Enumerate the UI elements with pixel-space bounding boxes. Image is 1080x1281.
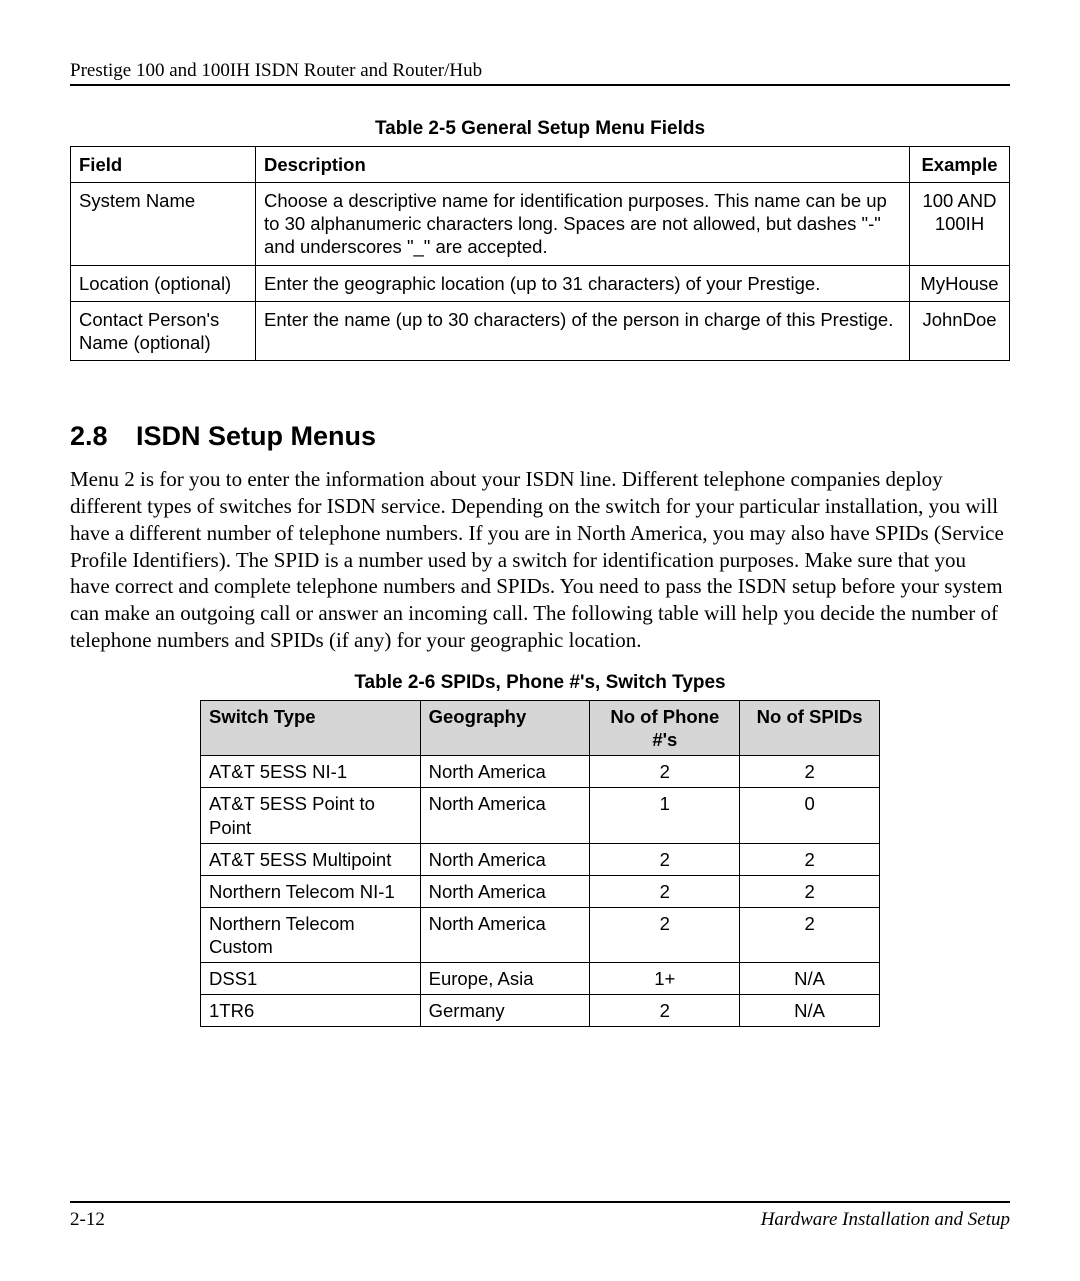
- table-row: Location (optional) Enter the geographic…: [71, 265, 1010, 301]
- page-footer: 2-12 Hardware Installation and Setup: [70, 1201, 1010, 1231]
- cell-phone: 2: [590, 875, 740, 907]
- cell-desc: Enter the geographic location (up to 31 …: [256, 265, 910, 301]
- cell-switch: DSS1: [201, 963, 421, 995]
- cell-field: Contact Person's Name (optional): [71, 301, 256, 360]
- section-heading: 2.8ISDN Setup Menus: [70, 421, 1010, 452]
- cell-example: 100 AND 100IH: [910, 183, 1010, 265]
- cell-switch: AT&T 5ESS Multipoint: [201, 843, 421, 875]
- col-phone: No of Phone #'s: [590, 701, 740, 756]
- cell-desc: Choose a descriptive name for identifica…: [256, 183, 910, 265]
- cell-switch: AT&T 5ESS NI-1: [201, 756, 421, 788]
- cell-example: MyHouse: [910, 265, 1010, 301]
- cell-spid: 0: [740, 788, 880, 843]
- cell-geo: North America: [420, 788, 590, 843]
- cell-field: System Name: [71, 183, 256, 265]
- cell-switch: 1TR6: [201, 995, 421, 1027]
- cell-spid: 2: [740, 756, 880, 788]
- table-header-row: Field Description Example: [71, 147, 1010, 183]
- section-title: ISDN Setup Menus: [136, 421, 376, 451]
- table-row: AT&T 5ESS Multipoint North America 2 2: [201, 843, 880, 875]
- running-head: Prestige 100 and 100IH ISDN Router and R…: [70, 60, 1010, 86]
- page-number: 2-12: [70, 1209, 105, 1231]
- table-row: DSS1 Europe, Asia 1+ N/A: [201, 963, 880, 995]
- cell-phone: 2: [590, 907, 740, 962]
- section-body: Menu 2 is for you to enter the informati…: [70, 466, 1010, 654]
- cell-geo: North America: [420, 907, 590, 962]
- cell-phone: 1: [590, 788, 740, 843]
- table-row: AT&T 5ESS Point to Point North America 1…: [201, 788, 880, 843]
- cell-phone: 1+: [590, 963, 740, 995]
- cell-switch: Northern Telecom Custom: [201, 907, 421, 962]
- cell-geo: Germany: [420, 995, 590, 1027]
- general-setup-table: Field Description Example System Name Ch…: [70, 146, 1010, 361]
- table-row: Northern Telecom Custom North America 2 …: [201, 907, 880, 962]
- page: Prestige 100 and 100IH ISDN Router and R…: [0, 0, 1080, 1281]
- table2-caption: Table 2-6 SPIDs, Phone #'s, Switch Types: [70, 672, 1010, 694]
- col-field: Field: [71, 147, 256, 183]
- cell-geo: Europe, Asia: [420, 963, 590, 995]
- table-row: Contact Person's Name (optional) Enter t…: [71, 301, 1010, 360]
- col-description: Description: [256, 147, 910, 183]
- table-row: Northern Telecom NI-1 North America 2 2: [201, 875, 880, 907]
- cell-geo: North America: [420, 875, 590, 907]
- footer-section: Hardware Installation and Setup: [761, 1209, 1010, 1231]
- cell-switch: AT&T 5ESS Point to Point: [201, 788, 421, 843]
- col-switch-type: Switch Type: [201, 701, 421, 756]
- cell-switch: Northern Telecom NI-1: [201, 875, 421, 907]
- table-header-row: Switch Type Geography No of Phone #'s No…: [201, 701, 880, 756]
- cell-spid: N/A: [740, 995, 880, 1027]
- table-row: AT&T 5ESS NI-1 North America 2 2: [201, 756, 880, 788]
- table1-caption: Table 2-5 General Setup Menu Fields: [70, 118, 1010, 140]
- table-row: System Name Choose a descriptive name fo…: [71, 183, 1010, 265]
- cell-geo: North America: [420, 843, 590, 875]
- cell-desc: Enter the name (up to 30 characters) of …: [256, 301, 910, 360]
- cell-spid: 2: [740, 875, 880, 907]
- spids-switch-table: Switch Type Geography No of Phone #'s No…: [200, 700, 880, 1027]
- table-row: 1TR6 Germany 2 N/A: [201, 995, 880, 1027]
- cell-phone: 2: [590, 756, 740, 788]
- cell-spid: N/A: [740, 963, 880, 995]
- cell-field: Location (optional): [71, 265, 256, 301]
- col-spids: No of SPIDs: [740, 701, 880, 756]
- col-geography: Geography: [420, 701, 590, 756]
- section-number: 2.8: [70, 421, 136, 452]
- cell-spid: 2: [740, 843, 880, 875]
- cell-geo: North America: [420, 756, 590, 788]
- col-example: Example: [910, 147, 1010, 183]
- cell-spid: 2: [740, 907, 880, 962]
- cell-example: JohnDoe: [910, 301, 1010, 360]
- cell-phone: 2: [590, 843, 740, 875]
- cell-phone: 2: [590, 995, 740, 1027]
